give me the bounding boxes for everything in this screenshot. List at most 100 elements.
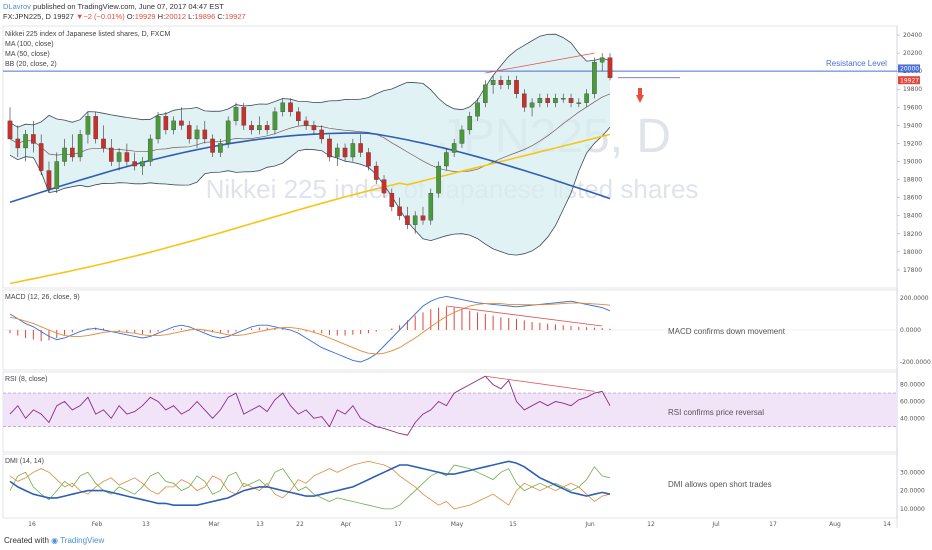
candle-body xyxy=(179,120,184,126)
macd-signal-line xyxy=(9,302,611,355)
candle-body xyxy=(46,170,52,189)
dmi-tick-label: 30.0000 xyxy=(900,469,925,476)
candle-body xyxy=(15,138,21,149)
candle-body xyxy=(584,93,589,103)
candle-body xyxy=(163,116,169,131)
candle-body xyxy=(264,125,270,131)
x-tick-label: 14 xyxy=(883,521,891,528)
resistance-price-tag-bg xyxy=(898,64,920,73)
macd-divergence-line xyxy=(446,305,603,327)
ma50-line xyxy=(9,132,611,203)
candle-body xyxy=(303,120,309,126)
candle-body xyxy=(373,165,379,180)
legend-ma100: MA (100, close) xyxy=(5,41,54,48)
candle-body xyxy=(576,102,582,104)
candle-body xyxy=(444,152,449,167)
candle-body xyxy=(225,120,231,144)
x-tick-label: 13 xyxy=(142,521,150,528)
dmi-adx-line xyxy=(9,460,611,507)
candle-body xyxy=(327,138,332,158)
legend-ma50: MA (50, close) xyxy=(5,51,50,58)
x-tick-label: Jun xyxy=(584,521,595,528)
price-tick-label: 18600 xyxy=(903,195,922,202)
candle-body xyxy=(296,111,301,122)
macd-tick-label: 0.0000 xyxy=(900,327,921,334)
dmi-pane: 30.0000 20.0000 10.0000 xyxy=(9,460,925,513)
x-tick-label: 22 xyxy=(296,521,304,528)
candle-body xyxy=(319,129,324,140)
candle-body xyxy=(490,80,496,85)
rsi-tick-label: 60.0000 xyxy=(900,398,925,405)
open-label: O: xyxy=(126,12,135,21)
published-text: published on TradingView.com, June 07, 2… xyxy=(30,2,224,11)
macd-title: MACD (12, 26, close, 9) xyxy=(5,294,80,301)
candle-body xyxy=(70,147,75,158)
candle-body xyxy=(498,80,504,85)
candle-body xyxy=(412,215,418,225)
candle-body xyxy=(568,98,574,103)
close-label: C: xyxy=(217,12,225,21)
price-tick-label: 18800 xyxy=(903,177,922,184)
author-link[interactable]: DLavrov xyxy=(3,2,31,11)
price-trend-line xyxy=(485,52,595,74)
macd-pane: 200.0000 0.0000 -200.0000 xyxy=(3,295,931,366)
candle-body xyxy=(529,102,535,108)
candle-body xyxy=(202,129,208,140)
candle-body xyxy=(31,134,36,144)
high-label: H: xyxy=(157,12,166,21)
price-tick-label: 19600 xyxy=(903,104,922,111)
low-value: 19896 xyxy=(194,12,216,21)
price-tick-label: 18000 xyxy=(903,249,922,256)
close-value: 19927 xyxy=(224,12,246,21)
price-tick-label: 18200 xyxy=(903,231,922,238)
x-tick-label: Jul xyxy=(711,521,720,528)
dmi-tick-label: 10.0000 xyxy=(900,506,925,513)
candle-body xyxy=(397,206,402,216)
candle-body xyxy=(218,143,223,153)
candle-body xyxy=(155,116,161,140)
candle-body xyxy=(93,116,99,140)
x-tick-label: 17 xyxy=(394,521,402,528)
rsi-title: RSI (8, close) xyxy=(5,376,48,383)
x-tick-label: 12 xyxy=(647,521,655,528)
candle-body xyxy=(23,134,28,149)
candle-body xyxy=(54,161,60,189)
dmi-tick-label: 20.0000 xyxy=(900,488,925,495)
candle-body xyxy=(592,61,597,94)
price-tick-label: 19800 xyxy=(903,86,922,93)
candle-body xyxy=(171,120,176,131)
axes: 20400 20200 20000 19800 19600 19400 19200 19000… xyxy=(28,32,922,528)
header-line-1: DLavrov published on TradingView.com, Ju… xyxy=(3,2,224,11)
candle-body xyxy=(389,192,395,207)
candle-body xyxy=(140,161,145,167)
macd-tick-label: 200.0000 xyxy=(900,295,929,302)
down-arrow-marker xyxy=(636,95,644,103)
x-tick-label: 15 xyxy=(509,521,517,528)
dmi-minus-line xyxy=(9,460,611,510)
price-tick-label: 19400 xyxy=(903,122,922,129)
candle-body xyxy=(420,215,426,221)
candle-body xyxy=(257,125,262,131)
x-tick-label: 13 xyxy=(256,521,264,528)
candle-body xyxy=(272,111,278,131)
candle-body xyxy=(85,116,91,135)
candle-body xyxy=(101,138,106,149)
x-tick-label: 17 xyxy=(769,521,777,528)
macd-annotation: MACD confirms down movement xyxy=(668,327,786,336)
candle-body xyxy=(459,129,465,144)
candle-body xyxy=(467,116,473,131)
candle-body xyxy=(607,57,613,78)
open-value: 19929 xyxy=(134,12,156,21)
bollinger-band-fill xyxy=(10,34,610,256)
created-with-text: Created with xyxy=(4,536,49,545)
symbol-label: FX:JPN225, D xyxy=(3,12,51,21)
rsi-tick-label: 80.0000 xyxy=(900,382,925,389)
macd-line xyxy=(9,295,611,363)
candle-body xyxy=(428,192,434,221)
price-tick-label: 20200 xyxy=(903,50,922,57)
last-price: 19927 xyxy=(53,12,74,21)
candle-body xyxy=(249,125,254,131)
candle-body xyxy=(514,80,519,94)
tradingview-brand[interactable]: TradingView xyxy=(60,536,105,545)
